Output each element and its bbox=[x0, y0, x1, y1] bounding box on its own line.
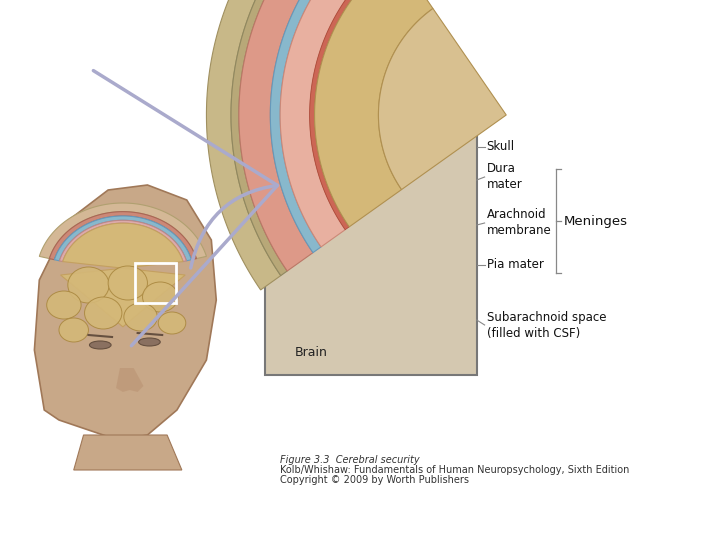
Ellipse shape bbox=[124, 303, 157, 331]
Ellipse shape bbox=[47, 291, 81, 319]
Ellipse shape bbox=[89, 341, 111, 349]
Polygon shape bbox=[379, 9, 506, 190]
Ellipse shape bbox=[84, 297, 122, 329]
Ellipse shape bbox=[143, 282, 178, 312]
Ellipse shape bbox=[108, 266, 148, 300]
Bar bbox=[135, 263, 176, 303]
Polygon shape bbox=[40, 203, 207, 259]
Polygon shape bbox=[231, 0, 353, 275]
Polygon shape bbox=[239, 0, 371, 271]
Polygon shape bbox=[60, 223, 185, 327]
Text: Dura
mater: Dura mater bbox=[487, 163, 522, 192]
Polygon shape bbox=[280, 0, 393, 247]
Text: Kolb/Whishaw: Fundamentals of Human Neuropsychology, Sixth Edition: Kolb/Whishaw: Fundamentals of Human Neur… bbox=[280, 465, 629, 475]
Ellipse shape bbox=[68, 267, 109, 303]
Polygon shape bbox=[270, 0, 377, 253]
Polygon shape bbox=[54, 216, 192, 261]
Polygon shape bbox=[50, 212, 197, 260]
Text: Copyright © 2009 by Worth Publishers: Copyright © 2009 by Worth Publishers bbox=[280, 475, 469, 485]
Polygon shape bbox=[73, 435, 182, 470]
Text: Meninges: Meninges bbox=[563, 214, 627, 227]
Text: Figure 3.3  Cerebral security: Figure 3.3 Cerebral security bbox=[280, 455, 420, 465]
Polygon shape bbox=[310, 0, 396, 230]
Text: Brain: Brain bbox=[295, 347, 328, 360]
Text: Pia mater: Pia mater bbox=[487, 259, 544, 272]
Polygon shape bbox=[35, 185, 216, 440]
Text: Subarachnoid space
(filled with CSF): Subarachnoid space (filled with CSF) bbox=[487, 310, 606, 340]
Text: Arachnoid
membrane: Arachnoid membrane bbox=[487, 208, 552, 238]
Ellipse shape bbox=[59, 318, 89, 342]
Polygon shape bbox=[315, 0, 433, 227]
Bar bbox=[266, 135, 477, 375]
Ellipse shape bbox=[158, 312, 186, 334]
Ellipse shape bbox=[139, 338, 161, 346]
Polygon shape bbox=[116, 368, 143, 392]
Polygon shape bbox=[59, 220, 186, 261]
Polygon shape bbox=[207, 0, 348, 290]
Text: Skull: Skull bbox=[487, 140, 515, 153]
